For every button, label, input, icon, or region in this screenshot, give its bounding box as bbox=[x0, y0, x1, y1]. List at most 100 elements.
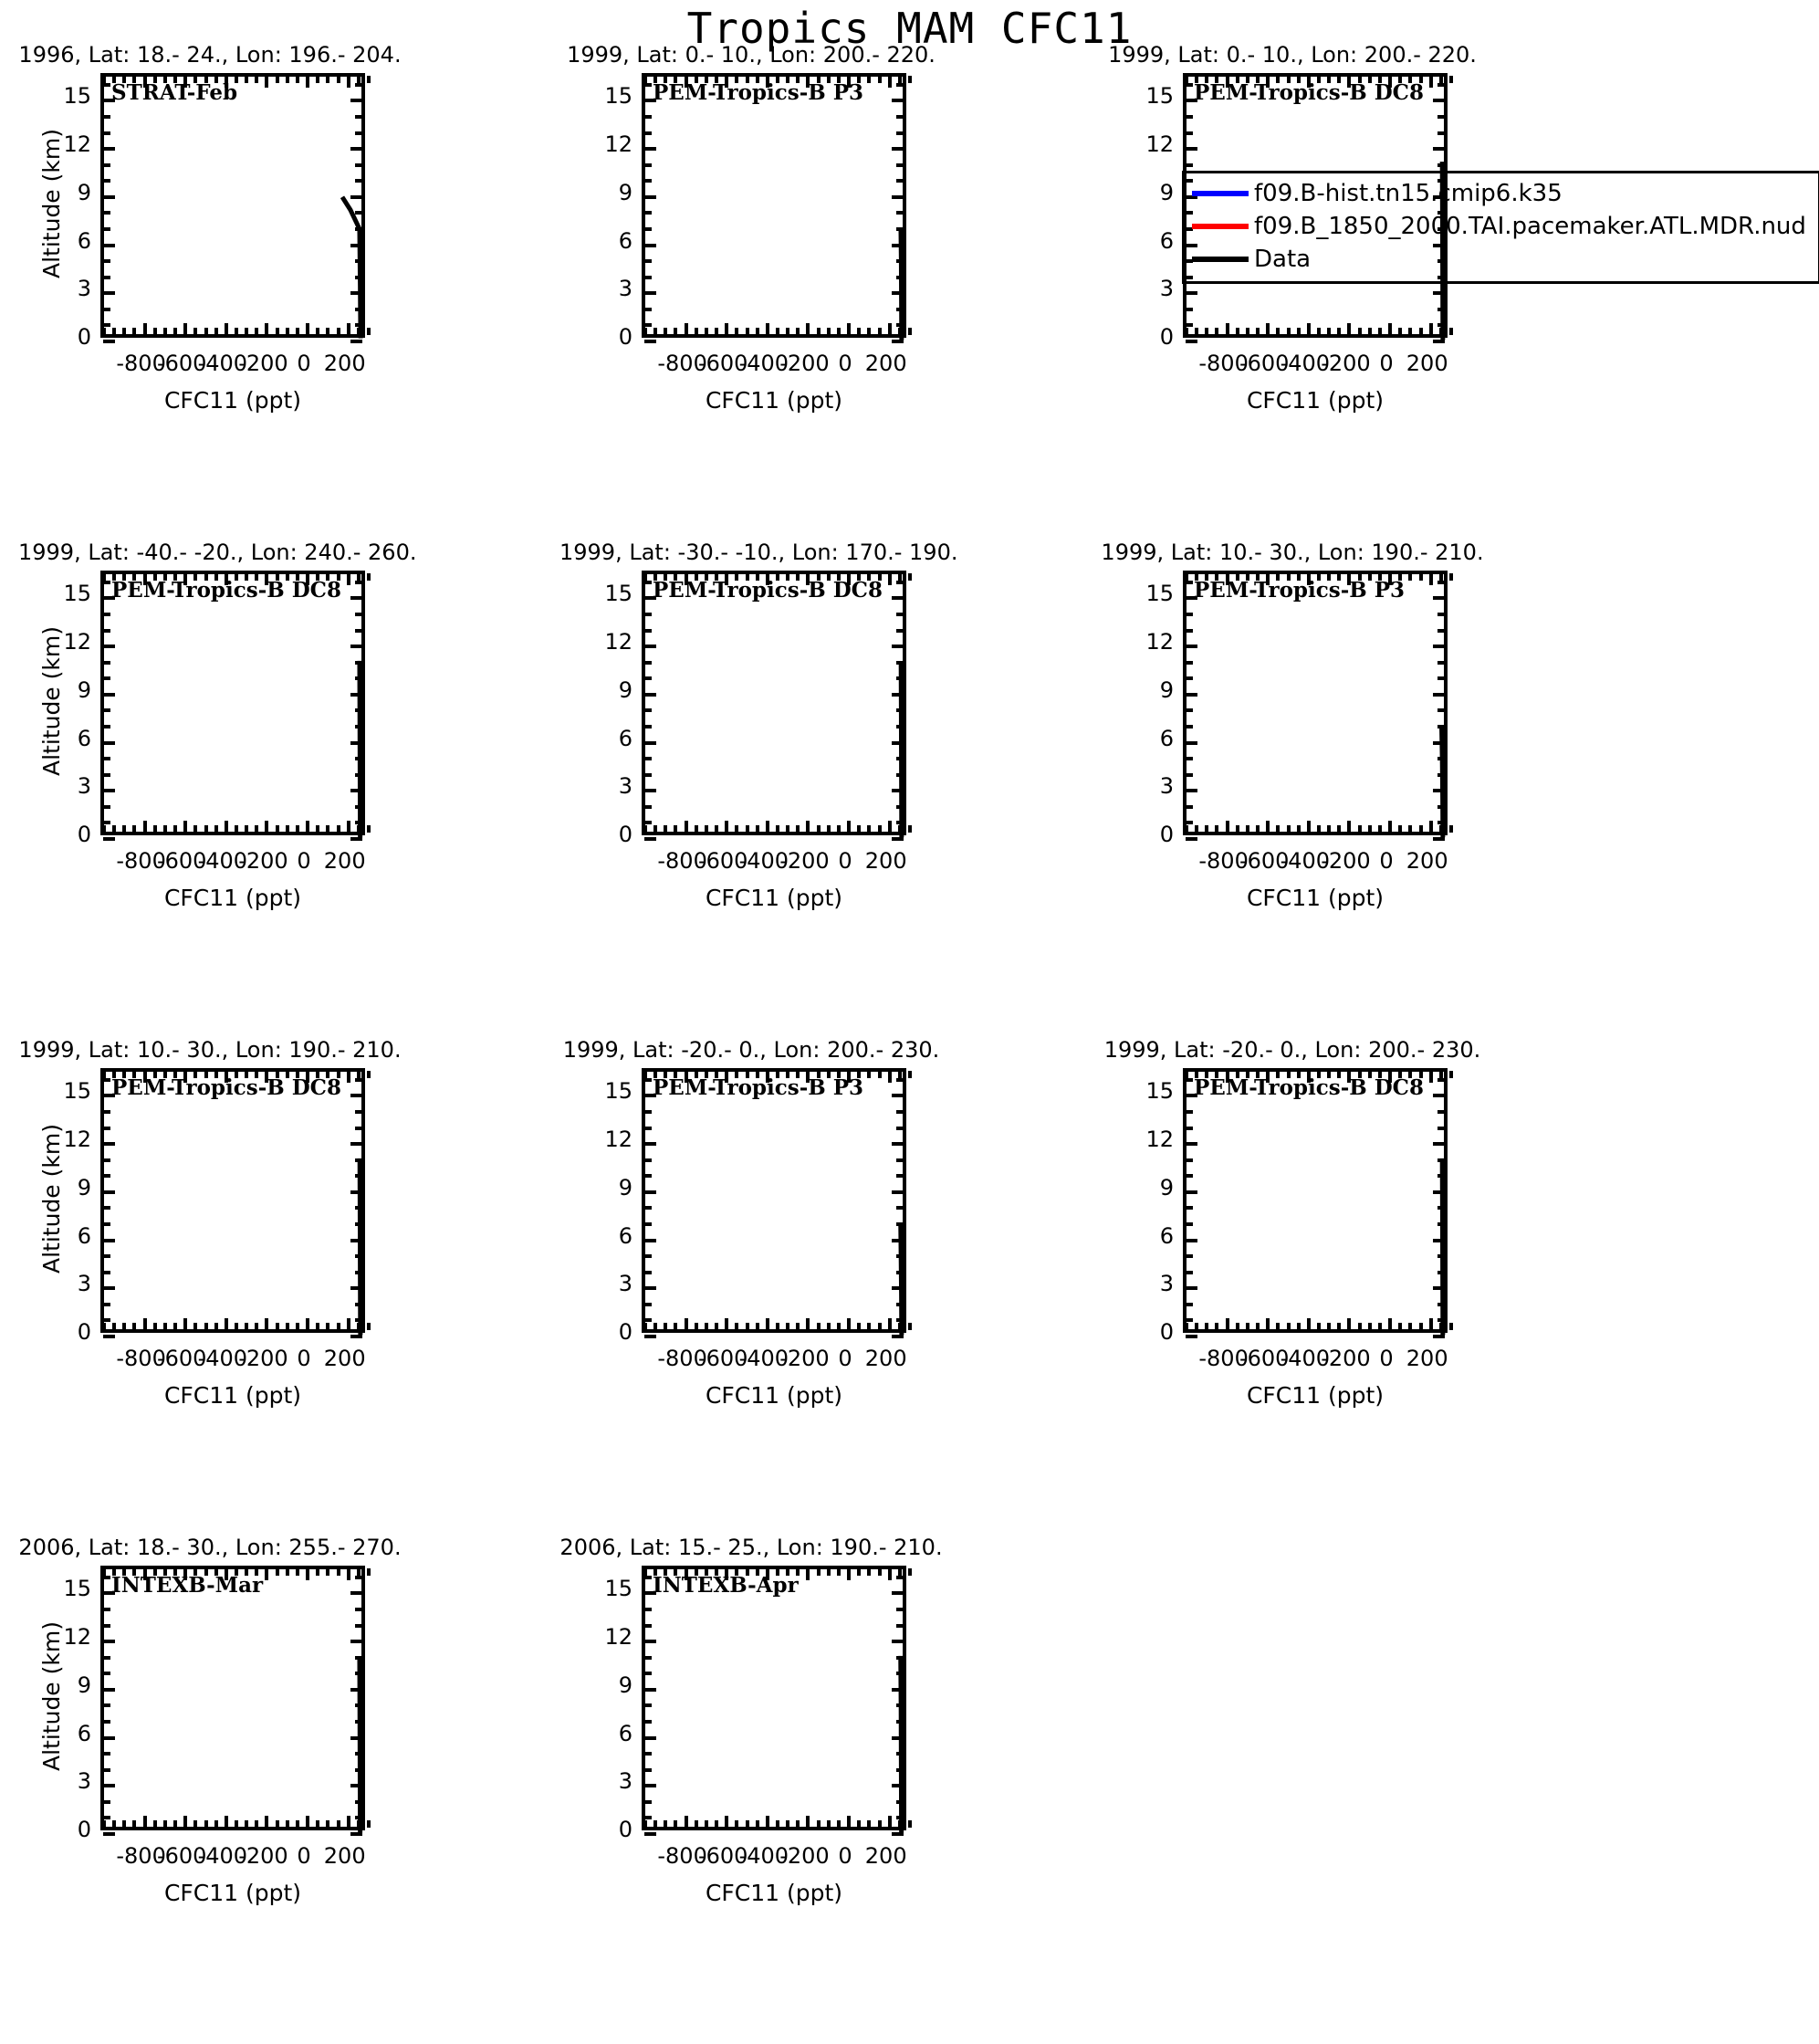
x-axis-tick bbox=[1377, 825, 1382, 833]
y-axis-tick-label: 15 bbox=[63, 581, 91, 607]
x-axis-label: CFC11 (ppt) bbox=[705, 387, 843, 414]
x-axis-tick bbox=[806, 821, 810, 833]
x-axis-tick bbox=[897, 1071, 902, 1078]
y-axis-tick bbox=[103, 1687, 115, 1692]
x-axis-tick bbox=[346, 1816, 350, 1828]
y-axis-tick bbox=[350, 789, 362, 793]
x-axis-tick bbox=[653, 1820, 658, 1828]
y-axis-tick bbox=[644, 114, 652, 119]
x-axis-tick bbox=[1367, 1071, 1372, 1078]
y-axis-tick bbox=[644, 179, 652, 183]
y-axis-tick bbox=[1186, 1206, 1193, 1211]
x-axis-tick bbox=[786, 1568, 790, 1576]
x-axis-tick bbox=[694, 76, 698, 83]
x-axis-tick bbox=[1367, 76, 1372, 83]
x-axis-tick bbox=[346, 1318, 350, 1330]
x-axis-tick bbox=[1266, 1318, 1270, 1330]
x-axis-tick bbox=[204, 76, 208, 83]
y-axis-tick bbox=[103, 259, 110, 264]
x-axis-tick bbox=[704, 328, 708, 335]
x-axis-tick bbox=[224, 1816, 228, 1828]
y-axis-tick bbox=[355, 211, 362, 215]
y-axis-tick bbox=[1437, 580, 1445, 584]
x-axis-tick bbox=[857, 1820, 862, 1828]
x-axis-tick bbox=[1337, 76, 1342, 83]
x-axis-tick bbox=[725, 1318, 729, 1330]
x-axis-label: CFC11 (ppt) bbox=[705, 1382, 843, 1409]
x-axis-tick bbox=[1357, 825, 1362, 833]
x-axis-tick-label: -400 bbox=[1280, 1346, 1331, 1371]
x-axis-tick bbox=[806, 76, 810, 88]
x-axis-tick bbox=[1398, 76, 1403, 83]
y-axis-tick bbox=[644, 147, 656, 152]
x-axis-tick bbox=[275, 1071, 279, 1078]
y-axis-tick bbox=[892, 596, 904, 601]
y-axis-tick bbox=[350, 1591, 362, 1596]
x-axis-tick bbox=[1347, 821, 1352, 833]
x-axis-tick bbox=[816, 1071, 821, 1078]
x-axis-tick bbox=[857, 76, 862, 83]
y-axis-tick bbox=[896, 1623, 904, 1628]
y-axis-tick bbox=[644, 580, 652, 584]
y-axis-tick bbox=[350, 1687, 362, 1692]
y-axis-tick bbox=[350, 243, 362, 247]
x-axis-tick-label: 200 bbox=[1406, 848, 1448, 874]
chart-panel: 1996, Lat: 18.- 24., Lon: 196.- 204. Alti… bbox=[18, 42, 402, 489]
x-axis-tick bbox=[1306, 1071, 1311, 1083]
y-axis-tick bbox=[644, 1286, 656, 1291]
y-axis-tick bbox=[892, 194, 904, 199]
x-axis-tick bbox=[214, 1323, 218, 1330]
x-axis-tick bbox=[306, 1816, 310, 1828]
x-axis-tick bbox=[1327, 76, 1332, 83]
y-axis-tick bbox=[644, 1752, 652, 1756]
x-axis-tick bbox=[336, 328, 340, 335]
x-axis-tick bbox=[1266, 573, 1270, 585]
x-axis-tick bbox=[162, 573, 167, 581]
legend-item: f09.B-hist.tn15.cmip6.k35 bbox=[1185, 177, 1818, 210]
y-axis-tick-label: 9 bbox=[1159, 676, 1174, 703]
x-axis-tick bbox=[204, 1323, 208, 1330]
y-axis-tick bbox=[103, 147, 115, 152]
x-axis-tick bbox=[1225, 1318, 1229, 1330]
x-axis-tick bbox=[204, 328, 208, 335]
x-axis-tick bbox=[336, 76, 340, 83]
y-axis-tick bbox=[355, 1607, 362, 1611]
x-axis-tick-label: -200 bbox=[238, 1843, 288, 1869]
x-axis-tick bbox=[877, 1323, 882, 1330]
y-axis-tick bbox=[1186, 162, 1193, 167]
y-axis-tick bbox=[1186, 804, 1193, 809]
x-axis-tick bbox=[255, 1568, 259, 1576]
x-axis-tick-label: -800 bbox=[657, 1843, 707, 1869]
x-axis-tick bbox=[224, 76, 228, 88]
x-axis-tick bbox=[887, 1071, 892, 1083]
y-axis-tick bbox=[896, 131, 904, 135]
y-axis-tick bbox=[103, 789, 115, 793]
x-axis-tick bbox=[776, 825, 779, 833]
y-axis-tick bbox=[644, 1126, 652, 1130]
x-axis-tick bbox=[1205, 825, 1209, 833]
y-axis-tick bbox=[350, 1286, 362, 1291]
x-axis-tick bbox=[653, 1323, 658, 1330]
x-axis-tick bbox=[786, 1820, 790, 1828]
y-axis-tick bbox=[644, 1270, 652, 1274]
x-axis-tick bbox=[152, 1568, 157, 1576]
data-series-line bbox=[898, 1655, 904, 1833]
x-axis-tick bbox=[235, 1820, 238, 1828]
x-axis-tick bbox=[367, 1820, 371, 1828]
x-axis-tick bbox=[877, 76, 882, 83]
y-axis-tick bbox=[103, 1719, 110, 1724]
x-axis-tick bbox=[1235, 825, 1239, 833]
x-axis-tick bbox=[285, 1820, 289, 1828]
y-axis-tick bbox=[103, 1238, 115, 1242]
x-axis-label: CFC11 (ppt) bbox=[1246, 885, 1385, 911]
y-axis-tick-label: 6 bbox=[77, 1720, 91, 1746]
x-axis-tick bbox=[102, 1323, 106, 1330]
x-axis-tick bbox=[725, 1568, 729, 1580]
plot-area: PEM-Tropics-B DC8 bbox=[100, 571, 371, 841]
x-axis-tick-label: -600 bbox=[697, 1346, 748, 1371]
y-axis-tick-label: 12 bbox=[604, 629, 632, 655]
x-axis-tick bbox=[193, 573, 198, 581]
x-axis-tick bbox=[1377, 1323, 1382, 1330]
x-axis-tick bbox=[694, 328, 698, 335]
y-axis-tick bbox=[644, 307, 652, 311]
